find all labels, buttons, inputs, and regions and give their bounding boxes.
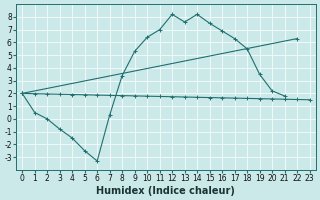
X-axis label: Humidex (Indice chaleur): Humidex (Indice chaleur) [96,186,235,196]
